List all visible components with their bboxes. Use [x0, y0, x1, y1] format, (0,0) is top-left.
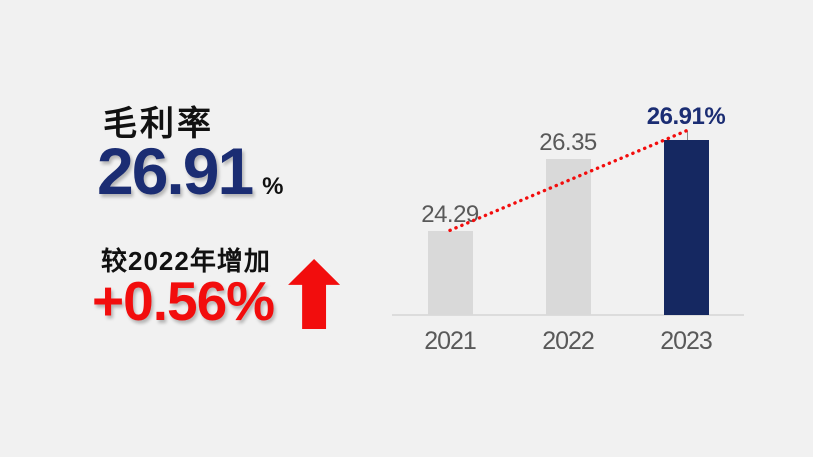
year-label-2022: 2022 [542, 327, 595, 355]
value-label-2022: 26.35 [539, 129, 597, 157]
bar-2023 [663, 139, 709, 315]
value-label-2021: 24.29 [421, 201, 479, 229]
kpi-title: 毛利率 [103, 105, 214, 143]
x-axis-line [392, 314, 744, 316]
delta-label: 较2022年增加 [101, 246, 271, 276]
delta-value: +0.56% [92, 270, 275, 332]
kpi-value-row: 26.91 % [97, 138, 284, 204]
kpi-value: 26.91 [97, 134, 254, 208]
kpi-unit: % [262, 173, 284, 200]
value-label-2023: 26.91% [646, 102, 726, 130]
bar-2022 [545, 159, 591, 315]
year-label-2021: 2021 [424, 327, 477, 355]
year-label-2023: 2023 [660, 327, 713, 355]
leader-tick-2023 [687, 130, 688, 140]
bar-2021 [427, 231, 473, 315]
